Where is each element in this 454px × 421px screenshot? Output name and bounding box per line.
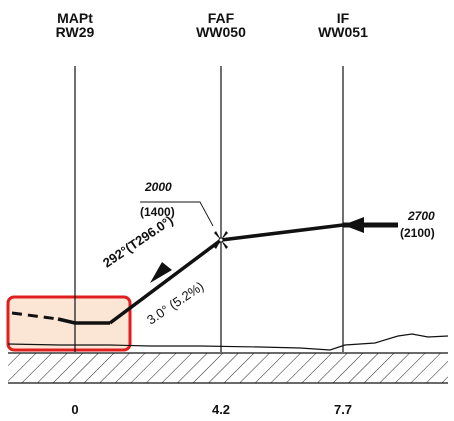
terrain-profile <box>7 333 449 351</box>
missed-approach-level <box>57 317 110 325</box>
intermediate-path <box>220 223 344 242</box>
inbound-arrowhead <box>343 217 364 233</box>
faf-fix-icon <box>214 231 228 249</box>
fix-label-if: IF WW051 <box>308 11 378 39</box>
descent-arrowhead <box>150 262 172 283</box>
fix-sub: WW051 <box>318 24 368 40</box>
fix-sub: WW050 <box>196 24 246 40</box>
distance-label-if: 7.7 <box>333 402 353 417</box>
fix-label-mapt: MAPt RW29 <box>45 11 105 39</box>
if-altitude-msl: 2700 <box>408 209 435 223</box>
fix-name: FAF <box>207 10 235 26</box>
fix-name: IF <box>336 10 350 26</box>
distance-label-mapt: 0 <box>71 402 79 417</box>
missed-approach-dashed <box>11 311 59 321</box>
terrain <box>8 353 448 383</box>
faf-altitude-msl: 2000 <box>145 180 172 194</box>
fix-name: MAPt <box>57 10 93 26</box>
fix-label-faf: FAF WW050 <box>186 11 256 39</box>
if-altitude-agl: (2100) <box>400 226 435 240</box>
highlight-box <box>6 295 132 352</box>
distance-label-faf: 4.2 <box>211 402 231 417</box>
faf-altitude-leader <box>140 201 214 227</box>
faf-altitude-agl: (1400) <box>140 205 175 219</box>
final-descent-path <box>108 238 223 325</box>
fix-sub: RW29 <box>55 24 95 40</box>
